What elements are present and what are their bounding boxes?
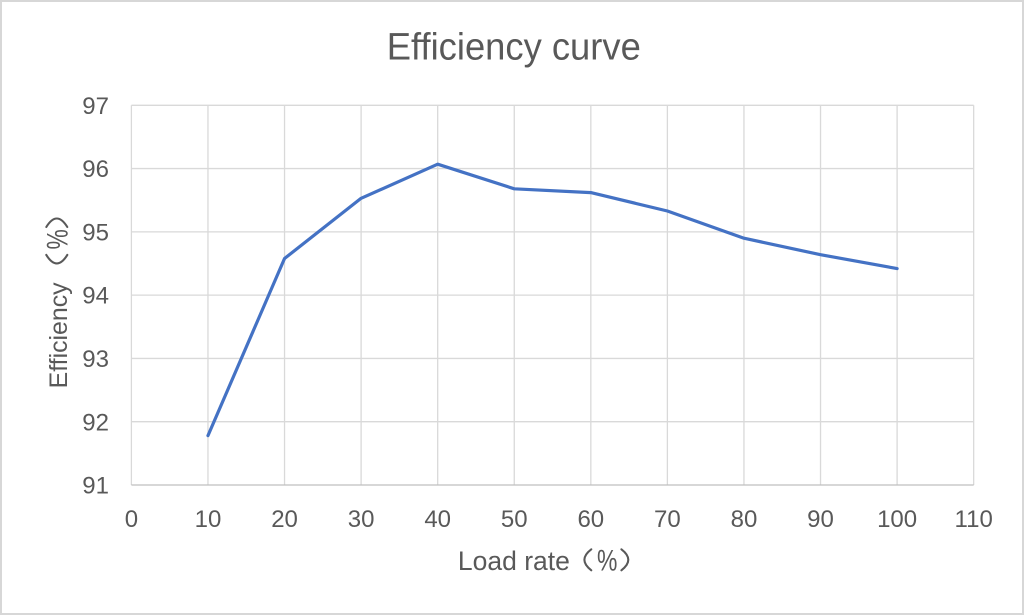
svg-text:0: 0 [125, 506, 138, 533]
svg-text:10: 10 [195, 506, 222, 533]
svg-text:40: 40 [424, 506, 451, 533]
svg-text:30: 30 [348, 506, 375, 533]
svg-text:60: 60 [577, 506, 604, 533]
svg-text:Load rate: Load rate [458, 546, 570, 576]
svg-text:95: 95 [82, 220, 109, 247]
svg-text:%: % [41, 229, 74, 249]
svg-text:%: % [597, 544, 617, 577]
svg-text:70: 70 [654, 506, 681, 533]
svg-text:94: 94 [82, 283, 109, 310]
svg-text:91: 91 [82, 473, 109, 500]
svg-text:Efficiency: Efficiency [45, 282, 73, 388]
svg-text:90: 90 [807, 506, 834, 533]
svg-text:93: 93 [82, 346, 109, 373]
svg-text:Efficiency curve: Efficiency curve [387, 27, 641, 69]
svg-text:100: 100 [877, 506, 917, 533]
svg-text:50: 50 [501, 506, 528, 533]
svg-text:20: 20 [271, 506, 298, 533]
svg-text:92: 92 [82, 409, 109, 436]
svg-text:97: 97 [82, 93, 109, 120]
svg-text:80: 80 [731, 506, 758, 533]
svg-text:110: 110 [955, 506, 993, 533]
svg-text:96: 96 [82, 156, 109, 183]
